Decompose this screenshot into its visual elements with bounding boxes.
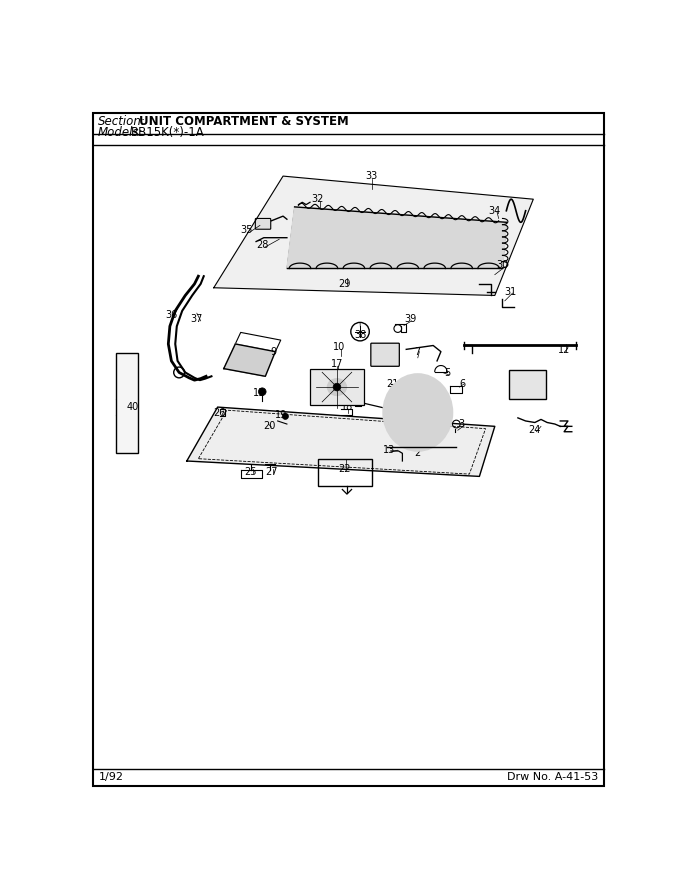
Text: 36: 36	[165, 310, 177, 320]
Text: 30: 30	[496, 260, 509, 270]
Bar	[318, 458, 371, 486]
FancyBboxPatch shape	[371, 344, 399, 367]
Text: 27: 27	[265, 466, 277, 477]
Text: 26: 26	[214, 409, 226, 418]
Text: Section:: Section:	[97, 115, 146, 127]
Text: 2: 2	[415, 449, 421, 458]
Text: 7: 7	[415, 347, 421, 357]
Text: 31: 31	[504, 287, 516, 296]
Circle shape	[258, 388, 266, 395]
Text: 20: 20	[263, 421, 275, 431]
Text: 13: 13	[384, 445, 396, 455]
Ellipse shape	[327, 378, 347, 395]
Text: 24: 24	[528, 425, 540, 435]
Text: 23: 23	[512, 384, 524, 393]
Polygon shape	[224, 344, 275, 376]
Text: 22: 22	[339, 464, 351, 473]
Text: RB15K(*)-1A: RB15K(*)-1A	[131, 126, 205, 139]
Text: 17: 17	[330, 359, 343, 369]
Text: 32: 32	[311, 194, 324, 204]
Text: 15: 15	[352, 371, 364, 381]
Circle shape	[333, 384, 341, 391]
Text: 10: 10	[333, 342, 345, 352]
Text: 40: 40	[126, 402, 139, 412]
Text: Models:: Models:	[97, 126, 143, 139]
Text: 37: 37	[190, 314, 203, 324]
Text: 21: 21	[386, 379, 398, 389]
Text: 1: 1	[415, 394, 421, 404]
FancyBboxPatch shape	[255, 218, 271, 230]
Text: 3: 3	[458, 419, 464, 429]
Text: 35: 35	[241, 225, 253, 235]
Text: UNIT COMPARTMENT & SYSTEM: UNIT COMPARTMENT & SYSTEM	[139, 115, 349, 127]
Text: 12: 12	[558, 345, 571, 355]
Polygon shape	[187, 407, 495, 476]
Circle shape	[282, 413, 288, 419]
Polygon shape	[287, 206, 507, 269]
Text: 39: 39	[404, 314, 416, 324]
Text: 29: 29	[339, 279, 351, 289]
Text: 38: 38	[354, 329, 366, 340]
Text: 19: 19	[275, 409, 287, 420]
Bar	[310, 369, 364, 405]
Text: 25: 25	[245, 466, 257, 477]
Text: 18: 18	[341, 402, 353, 412]
Bar	[509, 370, 545, 400]
Text: 6: 6	[460, 379, 466, 389]
Text: 11: 11	[253, 388, 265, 398]
Text: 28: 28	[256, 240, 269, 250]
Text: 14: 14	[343, 394, 356, 404]
Text: Drw No. A-41-53: Drw No. A-41-53	[507, 772, 598, 781]
Text: 34: 34	[489, 206, 501, 215]
Text: 1/92: 1/92	[99, 772, 124, 781]
Ellipse shape	[383, 374, 452, 451]
Text: 16: 16	[341, 385, 353, 395]
Text: 9: 9	[270, 347, 276, 357]
Polygon shape	[214, 176, 533, 295]
Text: 8: 8	[380, 344, 386, 353]
Text: 5: 5	[444, 368, 450, 378]
Text: 4: 4	[435, 388, 441, 398]
Text: 33: 33	[365, 171, 377, 181]
Bar	[116, 353, 137, 453]
